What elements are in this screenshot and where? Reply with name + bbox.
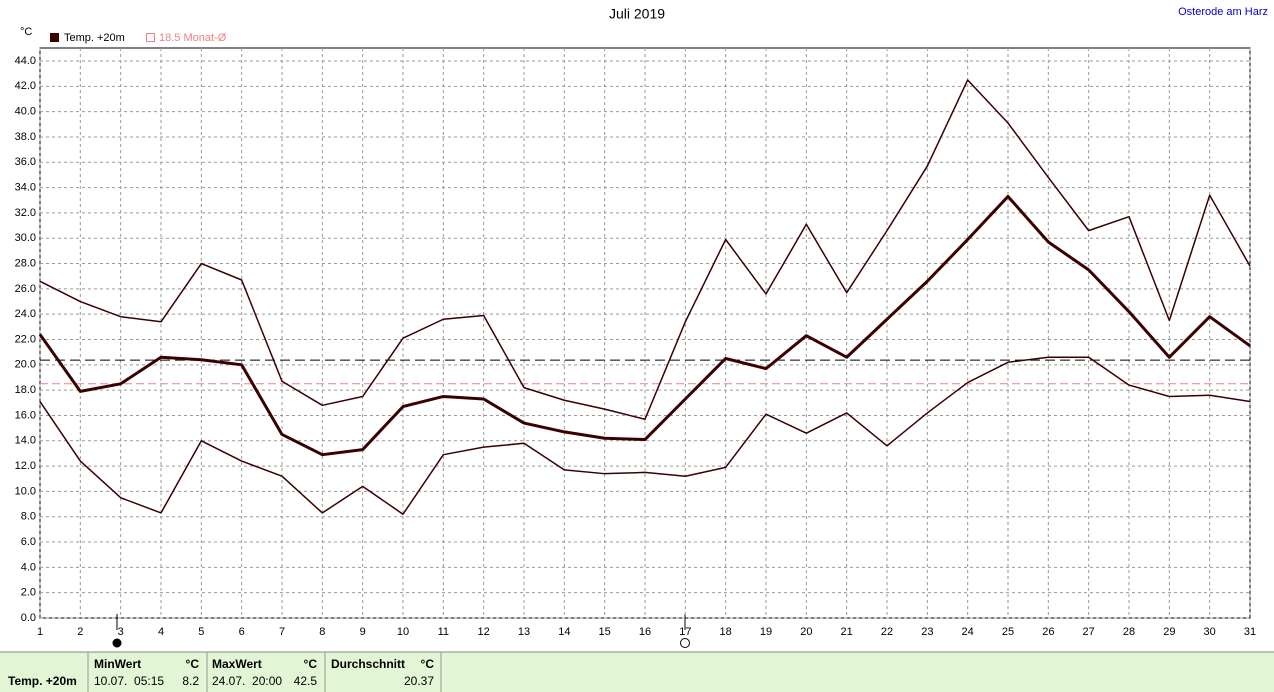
footer-value: 8.2 xyxy=(182,674,199,688)
y-tick-label: 44.0 xyxy=(15,55,36,67)
y-tick-label: 32.0 xyxy=(15,207,36,219)
x-tick-label: 13 xyxy=(518,626,530,638)
x-tick-label: 16 xyxy=(639,626,651,638)
series-line xyxy=(39,356,1251,515)
x-tick-label: 29 xyxy=(1163,626,1175,638)
y-tick-label: 8.0 xyxy=(21,511,36,523)
legend-swatch xyxy=(146,33,155,42)
legend-swatch xyxy=(50,33,59,42)
x-tick-label: 2 xyxy=(77,626,83,638)
x-tick-label: 31 xyxy=(1244,626,1256,638)
legend-label: 18.5 Monat-Ø xyxy=(159,32,227,44)
x-tick-label: 19 xyxy=(760,626,772,638)
x-tick-label: 11 xyxy=(438,626,449,638)
x-tick-label: 15 xyxy=(599,626,611,638)
location[interactable]: Osterode am Harz xyxy=(1178,6,1268,18)
footer-unit: °C xyxy=(186,657,200,671)
y-tick-label: 14.0 xyxy=(15,435,36,447)
footer xyxy=(0,652,1274,692)
y-tick-label: 16.0 xyxy=(15,409,36,421)
footer-time: 10.07. 05:15 xyxy=(94,674,164,688)
y-tick-label: 34.0 xyxy=(15,181,36,193)
y-tick-label: 2.0 xyxy=(21,587,36,599)
chart-title: Juli 2019 xyxy=(609,6,665,22)
footer-row-label: Temp. +20m xyxy=(8,674,77,688)
x-tick-label: 3 xyxy=(118,626,124,638)
x-tick-label: 5 xyxy=(198,626,204,638)
x-tick-label: 30 xyxy=(1204,626,1216,638)
y-tick-label: 30.0 xyxy=(15,232,36,244)
x-tick-label: 18 xyxy=(720,626,732,638)
footer-time: 24.07. 20:00 xyxy=(212,674,282,688)
moon-icon xyxy=(680,638,690,648)
x-tick-label: 21 xyxy=(841,626,853,638)
x-tick-label: 28 xyxy=(1123,626,1135,638)
y-tick-label: 6.0 xyxy=(21,536,36,548)
y-tick-label: 40.0 xyxy=(15,106,36,118)
y-tick-label: 0.0 xyxy=(21,612,36,624)
y-tick-label: 26.0 xyxy=(15,283,36,295)
x-tick-label: 23 xyxy=(921,626,933,638)
mean-value: 18.5 xyxy=(159,32,180,44)
x-tick-label: 17 xyxy=(679,626,691,638)
y-tick-label: 10.0 xyxy=(15,485,36,497)
mean-label: Monat-Ø xyxy=(183,32,226,44)
y-tick-label: 36.0 xyxy=(15,156,36,168)
footer-value: 20.37 xyxy=(404,674,434,688)
x-tick-label: 10 xyxy=(397,626,409,638)
series-line xyxy=(38,194,1251,457)
y-tick-label: 42.0 xyxy=(15,80,36,92)
y-tick-label: 38.0 xyxy=(15,131,36,143)
y-tick-label: 28.0 xyxy=(15,257,36,269)
footer-header: MaxWert xyxy=(212,657,262,671)
x-tick-label: 1 xyxy=(37,626,43,638)
moon-icon xyxy=(112,638,122,648)
legend-label: Temp. +20m xyxy=(64,32,125,44)
x-tick-label: 4 xyxy=(158,626,164,638)
y-tick-label: 20.0 xyxy=(15,359,36,371)
footer-unit: °C xyxy=(421,657,435,671)
x-tick-label: 12 xyxy=(478,626,490,638)
x-tick-label: 9 xyxy=(360,626,366,638)
y-tick-label: 24.0 xyxy=(15,308,36,320)
y-tick-label: 12.0 xyxy=(15,460,36,472)
x-tick-label: 25 xyxy=(1002,626,1014,638)
y-tick-label: 4.0 xyxy=(21,561,36,573)
y-tick-label: 18.0 xyxy=(15,384,36,396)
x-tick-label: 22 xyxy=(881,626,893,638)
x-tick-label: 7 xyxy=(279,626,285,638)
x-tick-label: 6 xyxy=(239,626,245,638)
x-tick-label: 26 xyxy=(1042,626,1054,638)
footer-value: 42.5 xyxy=(294,674,318,688)
x-tick-label: 24 xyxy=(962,626,974,638)
footer-header: Durchschnitt xyxy=(331,657,405,671)
footer-header: MinWert xyxy=(94,657,141,671)
y-unit: °C xyxy=(20,26,32,38)
x-tick-label: 20 xyxy=(800,626,812,638)
x-tick-label: 8 xyxy=(319,626,325,638)
x-tick-label: 14 xyxy=(558,626,570,638)
series-line xyxy=(39,79,1251,421)
footer-unit: °C xyxy=(304,657,318,671)
y-tick-label: 22.0 xyxy=(15,333,36,345)
x-tick-label: 27 xyxy=(1083,626,1095,638)
